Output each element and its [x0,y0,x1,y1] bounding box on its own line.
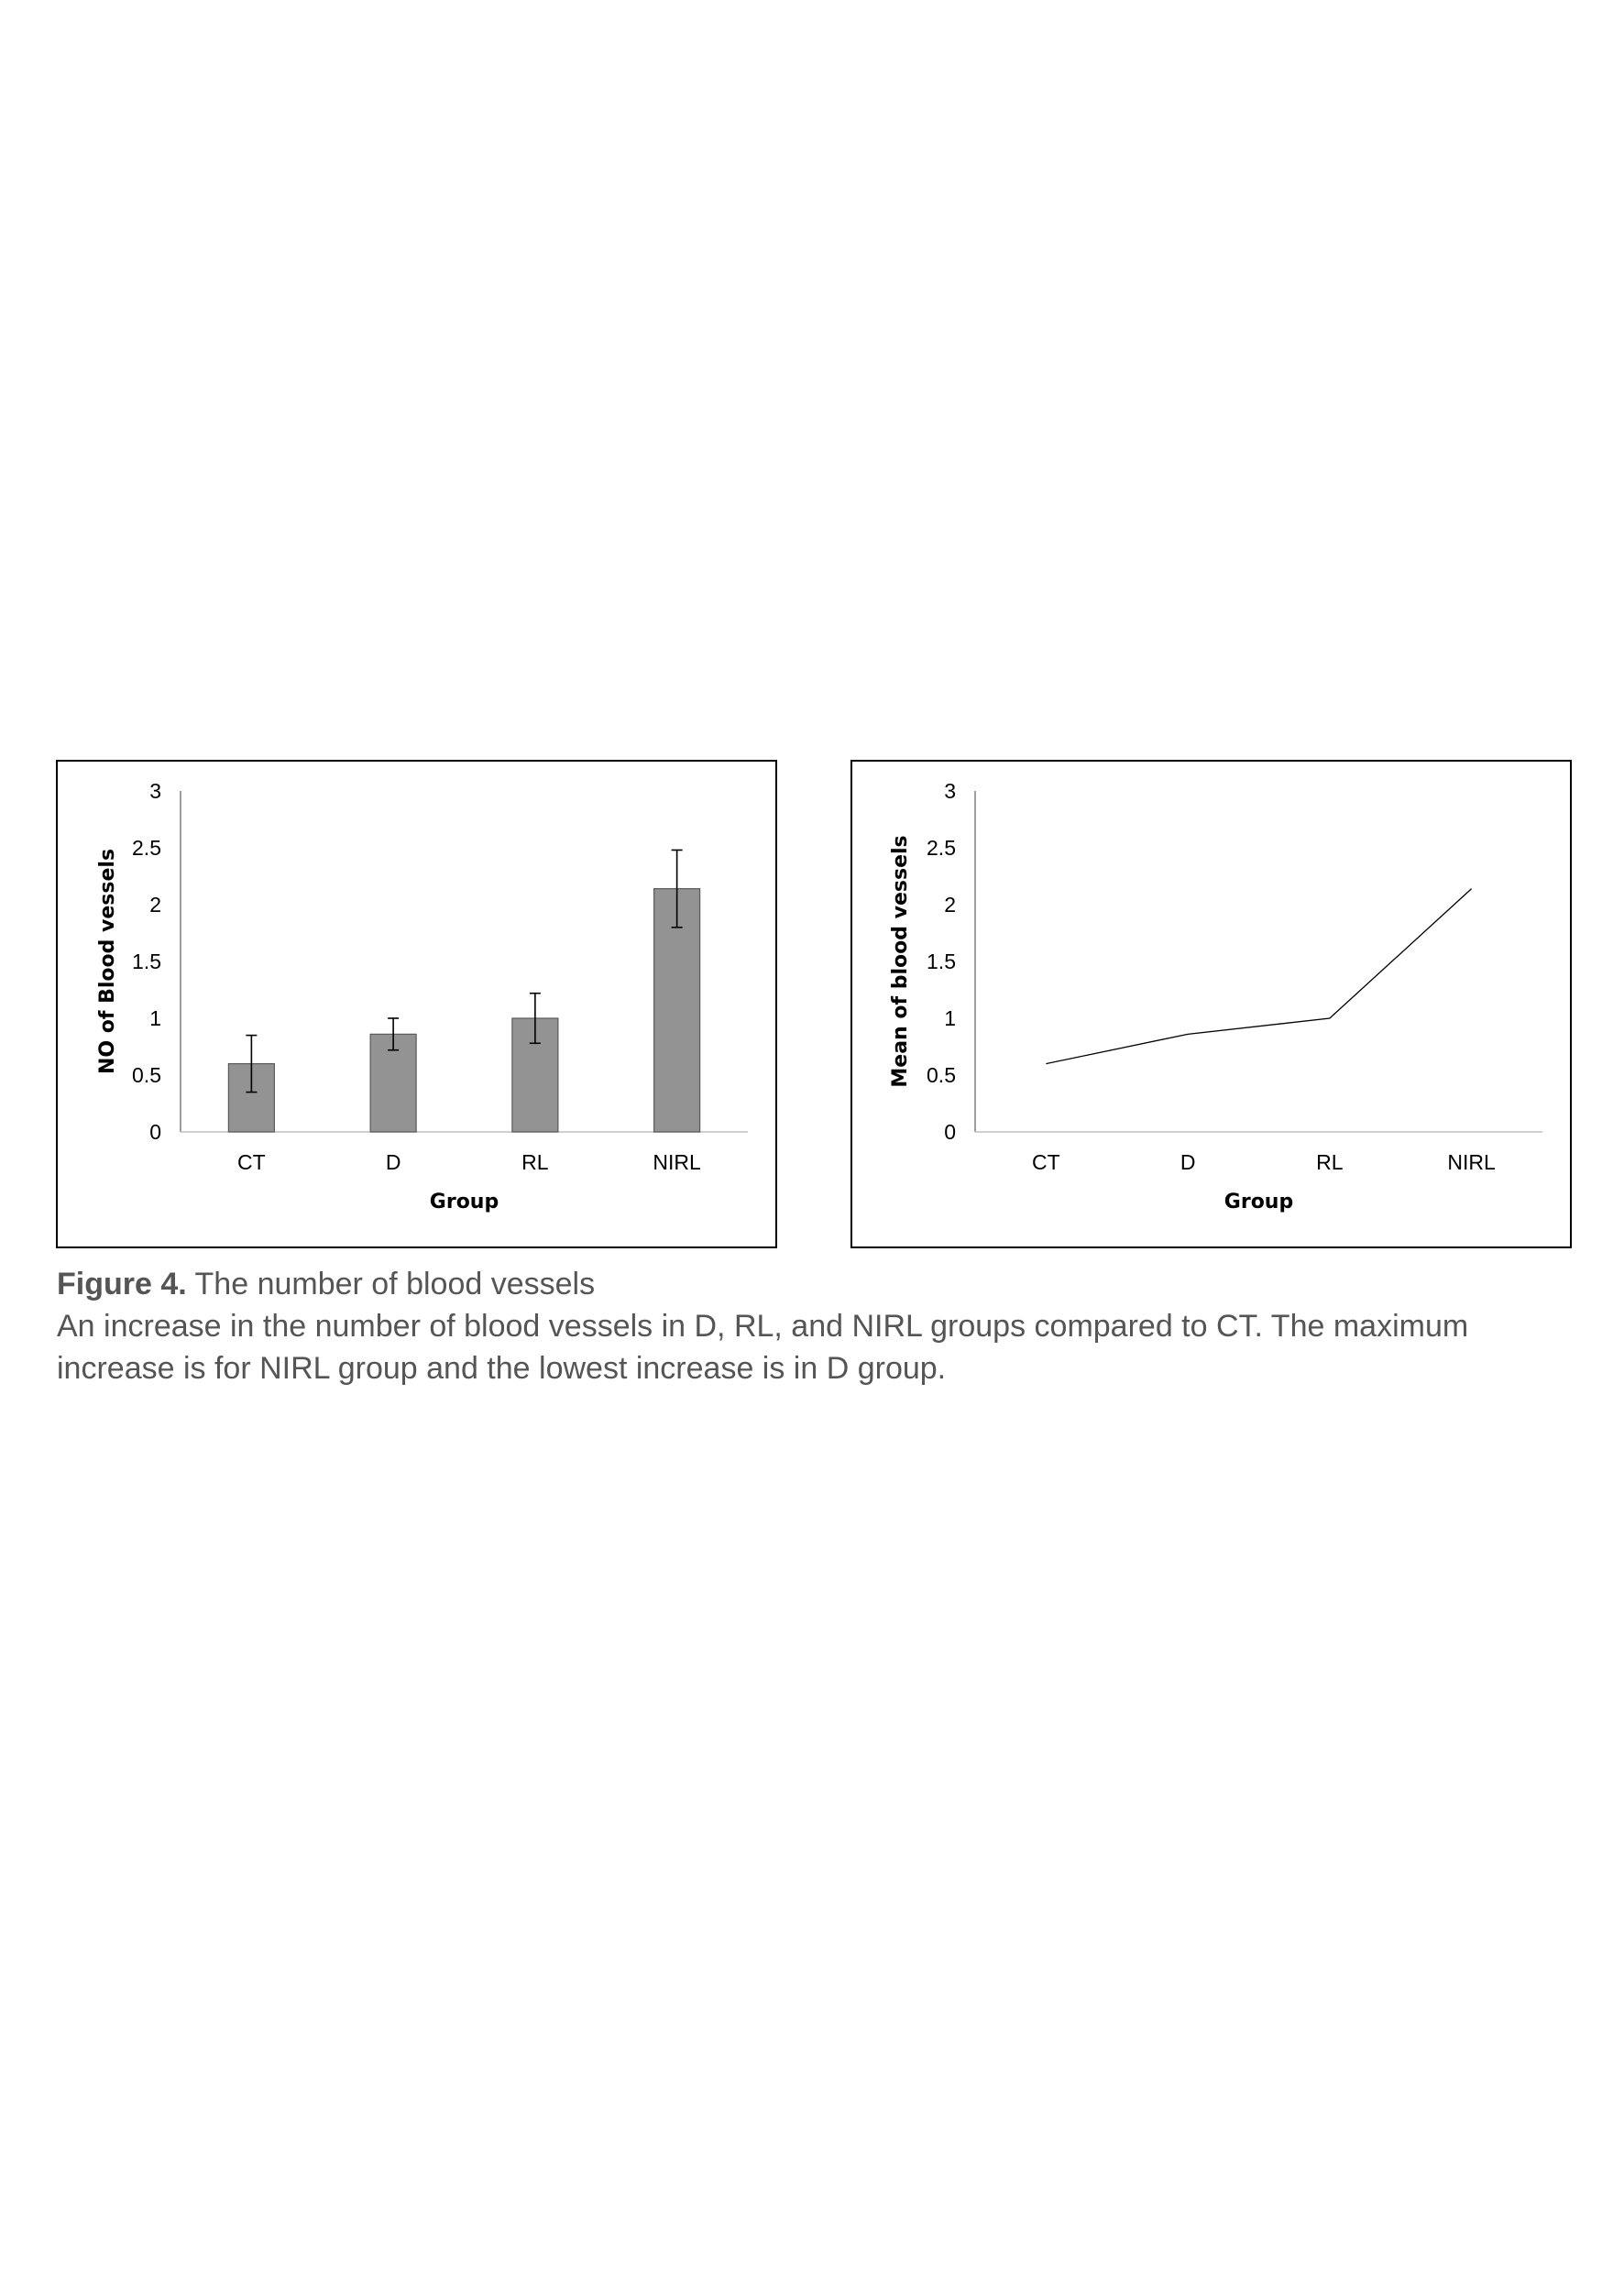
bar-chart: 0 0.5 1 1.5 2 2.5 3 CT D RL NIRL Group NO of Blood v… [96,779,748,1213]
y-tick-label: 2.5 [132,836,161,860]
x-tick-label: NIRL [1447,1150,1496,1174]
line-chart-panel: 0 0.5 1 1.5 2 2.5 3 CT D RL NIRL Group Mean of blood… [850,760,1572,1248]
y-tick-label: 1.5 [927,950,956,973]
x-tick-label: RL [521,1150,549,1174]
y-tick-label: 0 [149,1120,161,1144]
figure-title: The number of blood vessels [186,1267,596,1301]
bar-D [369,1033,417,1133]
x-tick-label: NIRL [653,1150,701,1174]
series-line [1046,888,1473,1065]
y-tick-label: 1 [149,1006,161,1030]
figure-label: Figure 4. [57,1267,187,1301]
y-tick-label: 1 [944,1006,956,1030]
x-tick-label: D [386,1150,401,1174]
y-tick-label: 1.5 [132,950,161,973]
x-axis-title: Group [1224,1191,1293,1213]
x-tick-label: CT [1032,1150,1060,1174]
x-axis-title: Group [430,1191,499,1213]
y-tick-label: 2.5 [927,836,956,860]
y-axis-title: NO of Blood vessels [96,849,119,1074]
bar-chart-panel: 0 0.5 1 1.5 2 2.5 3 CT D RL NIRL Group NO of Blood v… [56,760,777,1248]
y-tick-label: 0 [944,1120,956,1144]
figure-caption: Figure 4. The number of blood vessels An… [57,1263,1578,1389]
y-tick-label: 0.5 [927,1063,956,1087]
y-tick-label: 3 [149,779,161,803]
y-axis-title: Mean of blood vessels [889,835,912,1087]
x-tick-label: RL [1316,1150,1344,1174]
y-tick-label: 2 [149,893,161,917]
bar-NIRL [653,888,701,1133]
caption-heading: Figure 4. The number of blood vessels [57,1263,1578,1305]
y-tick-label: 0.5 [132,1063,161,1087]
x-tick-label: CT [237,1150,266,1174]
y-tick-label: 3 [944,779,956,803]
y-tick-label: 2 [944,893,956,917]
line-chart: 0 0.5 1 1.5 2 2.5 3 CT D RL NIRL Group Mean of blood… [889,779,1542,1213]
caption-text: An increase in the number of blood vesse… [57,1309,1469,1386]
x-tick-label: D [1180,1150,1196,1174]
